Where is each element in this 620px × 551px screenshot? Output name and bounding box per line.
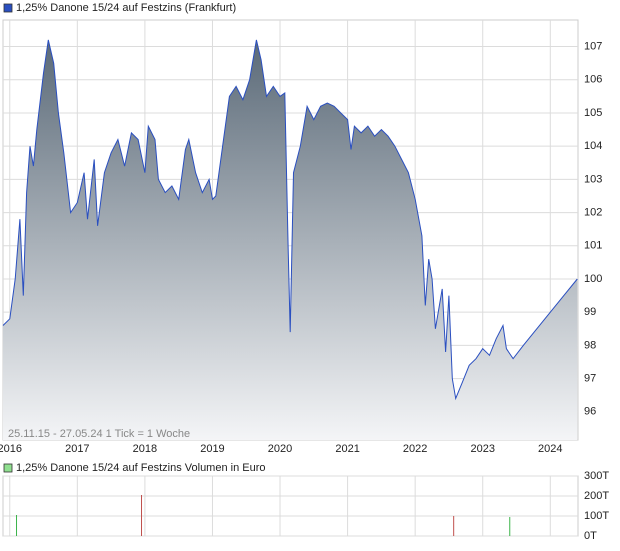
bar [453,516,455,536]
annotation: 25.11.15 - 27.05.24 1 Tick = 1 Woche [8,428,190,440]
y-tick-label: 107 [584,40,602,52]
area [3,39,578,441]
y-tick-label: 102 [584,206,602,218]
y-tick-label: 100T [584,510,609,522]
x-tick-label: 2021 [335,443,359,455]
legend-label: 1,25% Danone 15/24 auf Festzins (Frankfu… [16,2,236,14]
y-tick-label: 100 [584,273,602,285]
legend-swatch [3,3,13,13]
y-tick-label: 101 [584,240,602,252]
y-tick-label: 200T [584,490,609,502]
legend-swatch [3,463,13,473]
x-tick-label: 2022 [403,443,427,455]
x-tick-label: 2023 [470,443,494,455]
bar [16,515,18,536]
legend-label: 1,25% Danone 15/24 auf Festzins Volumen … [16,462,266,474]
x-tick-label: 2019 [200,443,224,455]
bar [141,495,143,536]
bar [509,517,511,536]
y-tick-label: 98 [584,339,596,351]
x-tick-label: 2020 [268,443,292,455]
x-tick-label: 2018 [133,443,157,455]
y-tick-label: 99 [584,306,596,318]
y-tick-label: 96 [584,406,596,418]
y-tick-label: 106 [584,74,602,86]
line [2,39,578,401]
x-tick-label: 2016 [0,443,22,455]
y-tick-label: 300T [584,470,609,482]
y-tick-label: 103 [584,173,602,185]
y-tick-label: 97 [584,372,596,384]
plot-frame [2,475,579,537]
y-tick-label: 0T [584,530,597,542]
y-tick-label: 105 [584,107,602,119]
x-tick-label: 2017 [65,443,89,455]
x-tick-label: 2024 [538,443,562,455]
y-tick-label: 104 [584,140,602,152]
